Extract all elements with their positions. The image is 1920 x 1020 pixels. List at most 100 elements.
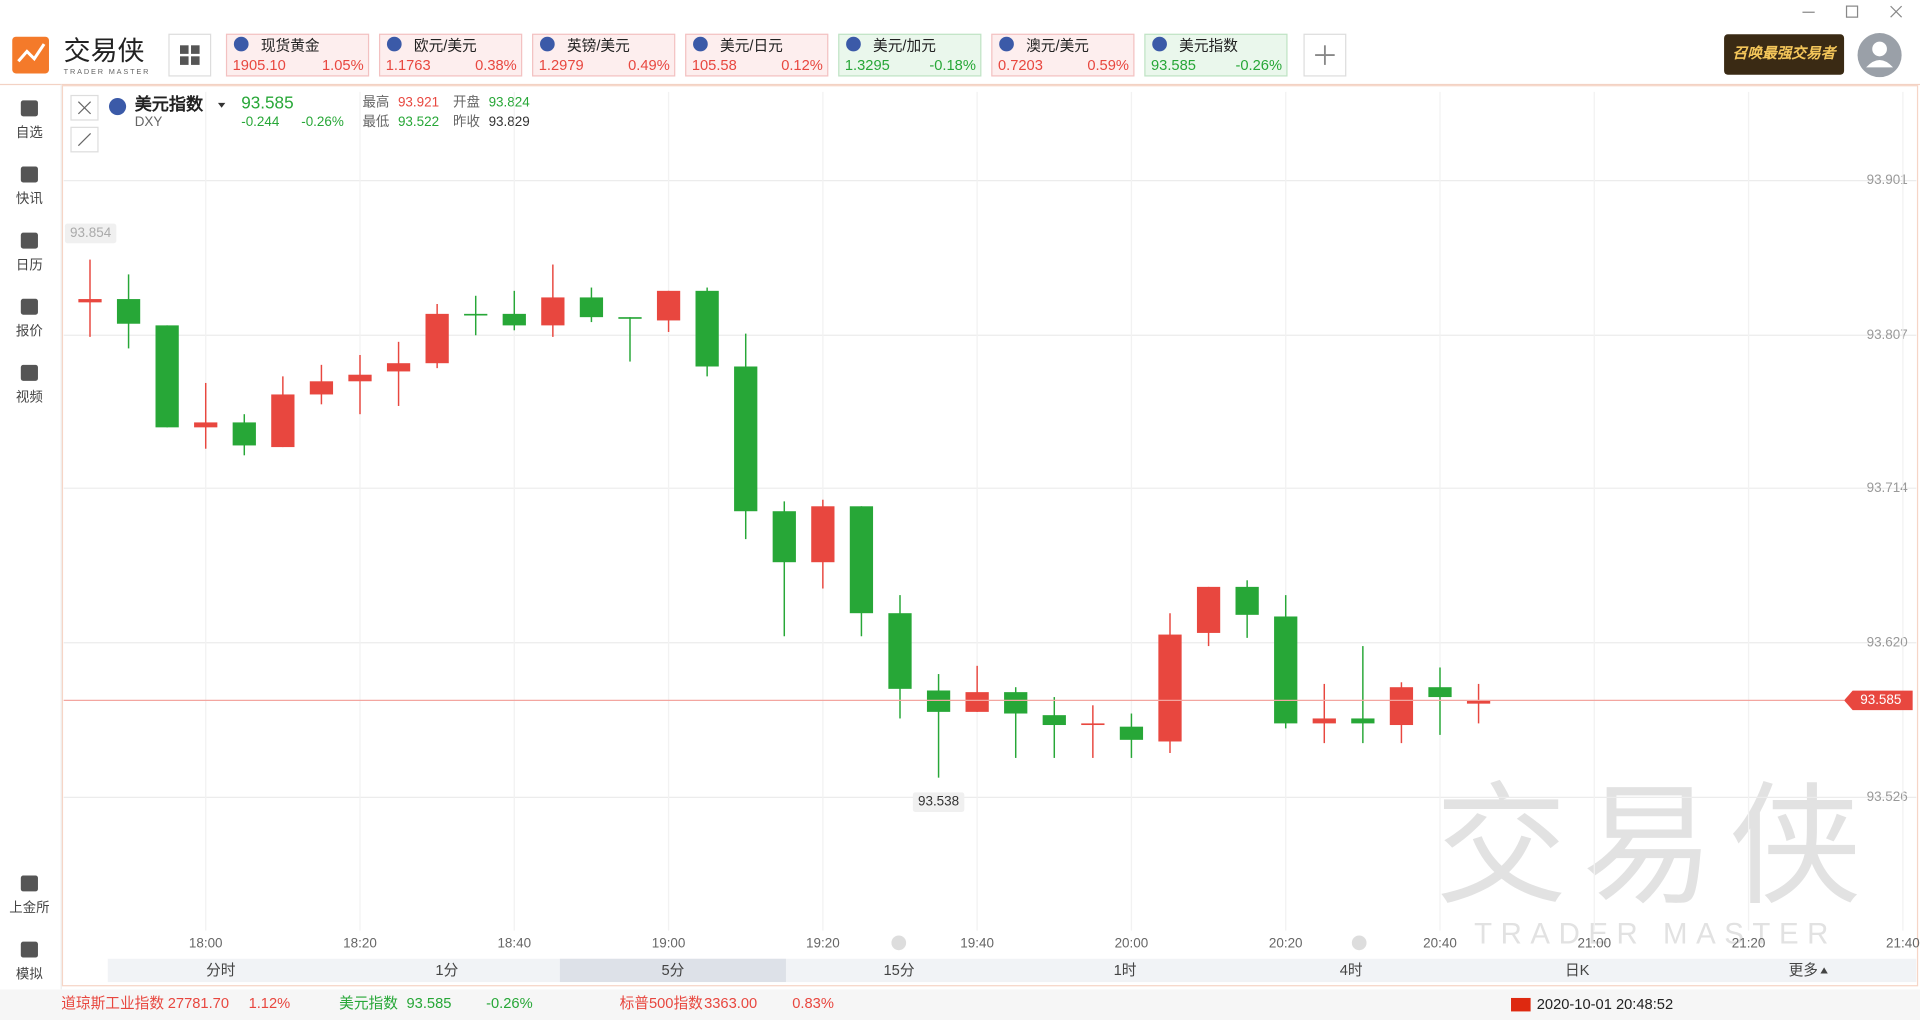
quote-price: 0.7203 <box>998 58 1043 74</box>
timeframe-selected <box>559 958 786 983</box>
x-tick-label: 20:40 <box>1423 936 1457 951</box>
ticker-name[interactable]: 道琼斯工业指数 <box>61 995 164 1012</box>
candle-body <box>464 313 488 316</box>
y-tick-label: 93.714 <box>1867 480 1909 495</box>
sidebar-icon[interactable] <box>20 875 38 892</box>
scroll-dot[interactable] <box>1351 935 1367 951</box>
quote-tile[interactable] <box>685 33 829 77</box>
candle-body <box>1466 700 1491 704</box>
quote-tile[interactable] <box>378 33 523 77</box>
candle-body <box>271 394 295 448</box>
logo-subtext: TRADER MASTER <box>64 67 151 76</box>
timeframe-option[interactable]: 分时 <box>206 962 236 979</box>
quote-change: 1.05% <box>322 58 364 74</box>
symbol-code: DXY <box>135 114 163 129</box>
timeframe-option[interactable]: 15分 <box>883 962 914 979</box>
timeframe-option[interactable]: 1时 <box>1114 962 1137 979</box>
timeframe-option[interactable]: 4时 <box>1340 962 1363 979</box>
ticker-price: 93.585 <box>407 996 452 1012</box>
quote-tile[interactable] <box>991 33 1135 77</box>
quote-flag <box>1152 36 1167 52</box>
sidebar-label[interactable]: 视频 <box>16 390 43 405</box>
sidebar-label[interactable]: 自选 <box>16 125 43 140</box>
sidebar-label[interactable]: 快讯 <box>16 191 43 206</box>
stat-label: 最高 <box>362 93 389 109</box>
quote-name: 英镑/美元 <box>567 36 630 54</box>
quote-tile[interactable] <box>838 33 982 77</box>
logo-mark <box>17 43 46 63</box>
candle-body <box>1081 723 1105 726</box>
avatar-body <box>1866 60 1894 68</box>
sidebar-label[interactable]: 报价 <box>16 323 43 338</box>
quote-name: 澳元/美元 <box>1026 37 1089 54</box>
candle-body <box>425 313 449 364</box>
sidebar-label[interactable]: 上金所 <box>9 900 49 915</box>
x-tick-label: 19:40 <box>960 936 994 951</box>
quote-price: 1.1763 <box>386 58 431 74</box>
timeframe-option[interactable]: 更多 <box>1789 962 1818 979</box>
candle-body <box>386 363 411 372</box>
timeframe-bar <box>107 958 1917 983</box>
quote-flag <box>693 36 708 52</box>
quote-flag <box>999 36 1014 52</box>
scroll-dot[interactable] <box>891 935 907 951</box>
quote-name: 欧元/美元 <box>414 37 477 54</box>
x-tick-label: 18:00 <box>189 936 223 951</box>
x-tick-label: 18:40 <box>497 936 531 951</box>
y-tick-label: 93.526 <box>1867 789 1908 804</box>
stat-value: 93.829 <box>489 114 530 129</box>
sidebar-label[interactable]: 模拟 <box>16 966 43 981</box>
watermark-subtitle: TRADER MASTER <box>1474 917 1837 950</box>
x-tick-label: 20:00 <box>1115 936 1149 951</box>
promo-text: 召唤最强交易者 <box>1733 45 1838 62</box>
candle-body <box>116 299 141 324</box>
quote-tile[interactable] <box>532 33 676 77</box>
symbol-name[interactable]: 美元指数 <box>135 94 204 114</box>
symbol-change-pct: -0.26% <box>301 114 344 129</box>
high-label-box <box>64 223 117 244</box>
sidebar-icon[interactable] <box>20 364 38 381</box>
quote-name: 美元/加元 <box>873 37 936 54</box>
plus-icon <box>1315 45 1335 65</box>
sidebar-icon[interactable] <box>20 100 38 117</box>
stat-value: 93.522 <box>398 114 439 129</box>
x-tick-label: 20:20 <box>1269 936 1303 951</box>
promo-banner[interactable] <box>1724 34 1845 75</box>
quote-tile[interactable] <box>1144 33 1288 77</box>
timeframe-option[interactable]: 日K <box>1565 963 1590 979</box>
last-price-label: 93.585 <box>1860 692 1901 707</box>
sidebar-icon[interactable] <box>20 298 38 315</box>
cn-flag <box>1511 997 1531 1012</box>
symbol-price: 93.585 <box>241 93 293 113</box>
stat-label: 最低 <box>362 114 389 129</box>
sidebar-icon[interactable] <box>20 166 38 183</box>
timeframe-option[interactable]: 1分 <box>435 962 458 979</box>
quote-flag <box>233 36 249 52</box>
quote-change: 0.38% <box>475 58 517 74</box>
symbol-flag <box>108 97 127 116</box>
grid-menu-button[interactable] <box>168 33 212 77</box>
y-tick-label: 93.807 <box>1867 327 1908 342</box>
sidebar-label[interactable]: 日历 <box>16 257 43 272</box>
ticker-name[interactable]: 美元指数 <box>339 995 398 1012</box>
sidebar-icon[interactable] <box>20 941 38 958</box>
sidebar-icon[interactable] <box>20 232 38 249</box>
datetime: 2020-10-01 20:48:52 <box>1537 997 1673 1013</box>
more-arrow <box>1820 967 1828 974</box>
candle-body <box>194 422 218 428</box>
ticker-name[interactable]: 标普500指数 <box>620 995 704 1012</box>
candle-body <box>656 290 681 321</box>
window-controls[interactable] <box>1802 5 1903 18</box>
candle-body <box>1196 586 1221 633</box>
quote-flag <box>540 36 555 52</box>
last-price-tag <box>1844 690 1913 711</box>
shrink-icon <box>77 133 92 147</box>
symbol-dropdown[interactable] <box>217 102 226 108</box>
high-label: 93.854 <box>70 225 112 240</box>
avatar-head <box>1872 41 1887 57</box>
timeframe-option[interactable]: 5分 <box>662 962 685 979</box>
candle-body <box>1312 718 1336 724</box>
candle-body <box>1428 687 1452 698</box>
quote-tile[interactable] <box>225 33 370 77</box>
quote-change: 0.12% <box>781 58 823 74</box>
